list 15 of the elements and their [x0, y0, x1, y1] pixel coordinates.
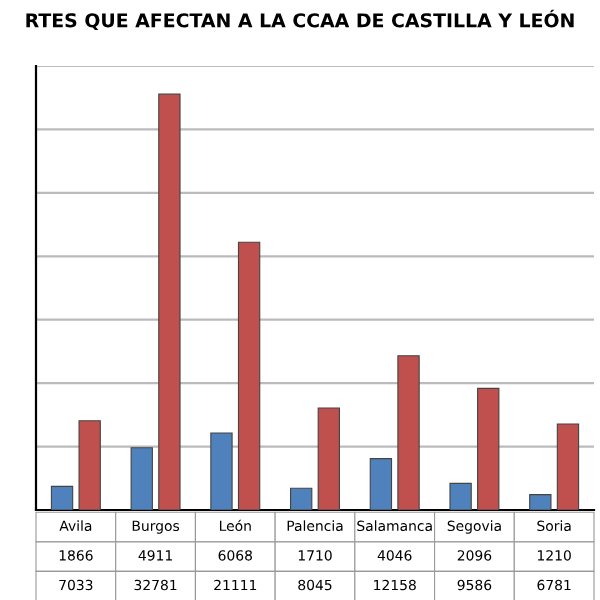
bar	[130, 447, 153, 510]
bar	[556, 423, 580, 510]
bar	[50, 485, 74, 510]
bar	[289, 487, 313, 510]
bar	[78, 420, 101, 510]
bar	[317, 407, 341, 510]
bar	[369, 458, 393, 510]
bar	[237, 241, 261, 510]
bar	[397, 355, 420, 510]
bar	[529, 494, 552, 510]
chart-title: RTES QUE AFECTAN A LA CCAA DE CASTILLA Y LEÓN	[26, 9, 574, 30]
bar	[449, 482, 472, 510]
bar	[477, 387, 500, 510]
bar	[210, 432, 233, 510]
bar	[158, 93, 181, 510]
